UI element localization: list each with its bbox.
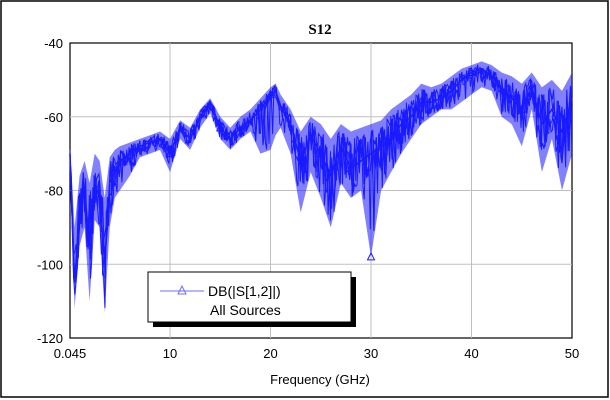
series-point <box>115 155 125 165</box>
y-tick-label: -60 <box>44 110 63 125</box>
y-tick-label: -100 <box>37 257 63 272</box>
series-band <box>70 61 572 313</box>
series-lines <box>69 64 573 308</box>
x-tick-label: 40 <box>464 346 478 361</box>
x-tick-labels: 0.045 10 20 30 40 50 <box>54 346 580 361</box>
legend-triangle-icon <box>177 284 187 295</box>
series-line <box>69 67 573 283</box>
series-point <box>416 96 426 106</box>
legend-entry: DB(|S[1,2]|) <box>208 283 281 299</box>
chart-title: S12 <box>308 22 331 38</box>
x-tick-label: 30 <box>364 346 378 361</box>
y-tick-label: -80 <box>44 184 63 199</box>
series-point <box>316 148 326 158</box>
x-tick-label: 20 <box>263 346 277 361</box>
y-tick-label: -120 <box>37 331 63 346</box>
series-point <box>215 122 225 132</box>
x-tick-label: 10 <box>163 346 177 361</box>
series-point <box>165 148 175 158</box>
series-envelope <box>70 61 572 313</box>
y-tick-label: -40 <box>44 36 63 51</box>
legend: DB(|S[1,2]|) All Sources <box>147 271 356 327</box>
x-tick-label: 0.045 <box>54 346 87 361</box>
x-axis-label: Frequency (GHz) <box>270 372 370 387</box>
legend-sub: All Sources <box>210 302 281 318</box>
series-point <box>266 89 275 99</box>
series-point <box>366 251 376 261</box>
series-markers <box>115 67 527 261</box>
series-point <box>517 104 527 113</box>
legend-box <box>147 271 352 323</box>
y-tick-labels: -120 -100 -80 -60 -40 <box>37 36 63 346</box>
x-tick-label: 50 <box>565 346 579 361</box>
series-point <box>467 67 476 76</box>
